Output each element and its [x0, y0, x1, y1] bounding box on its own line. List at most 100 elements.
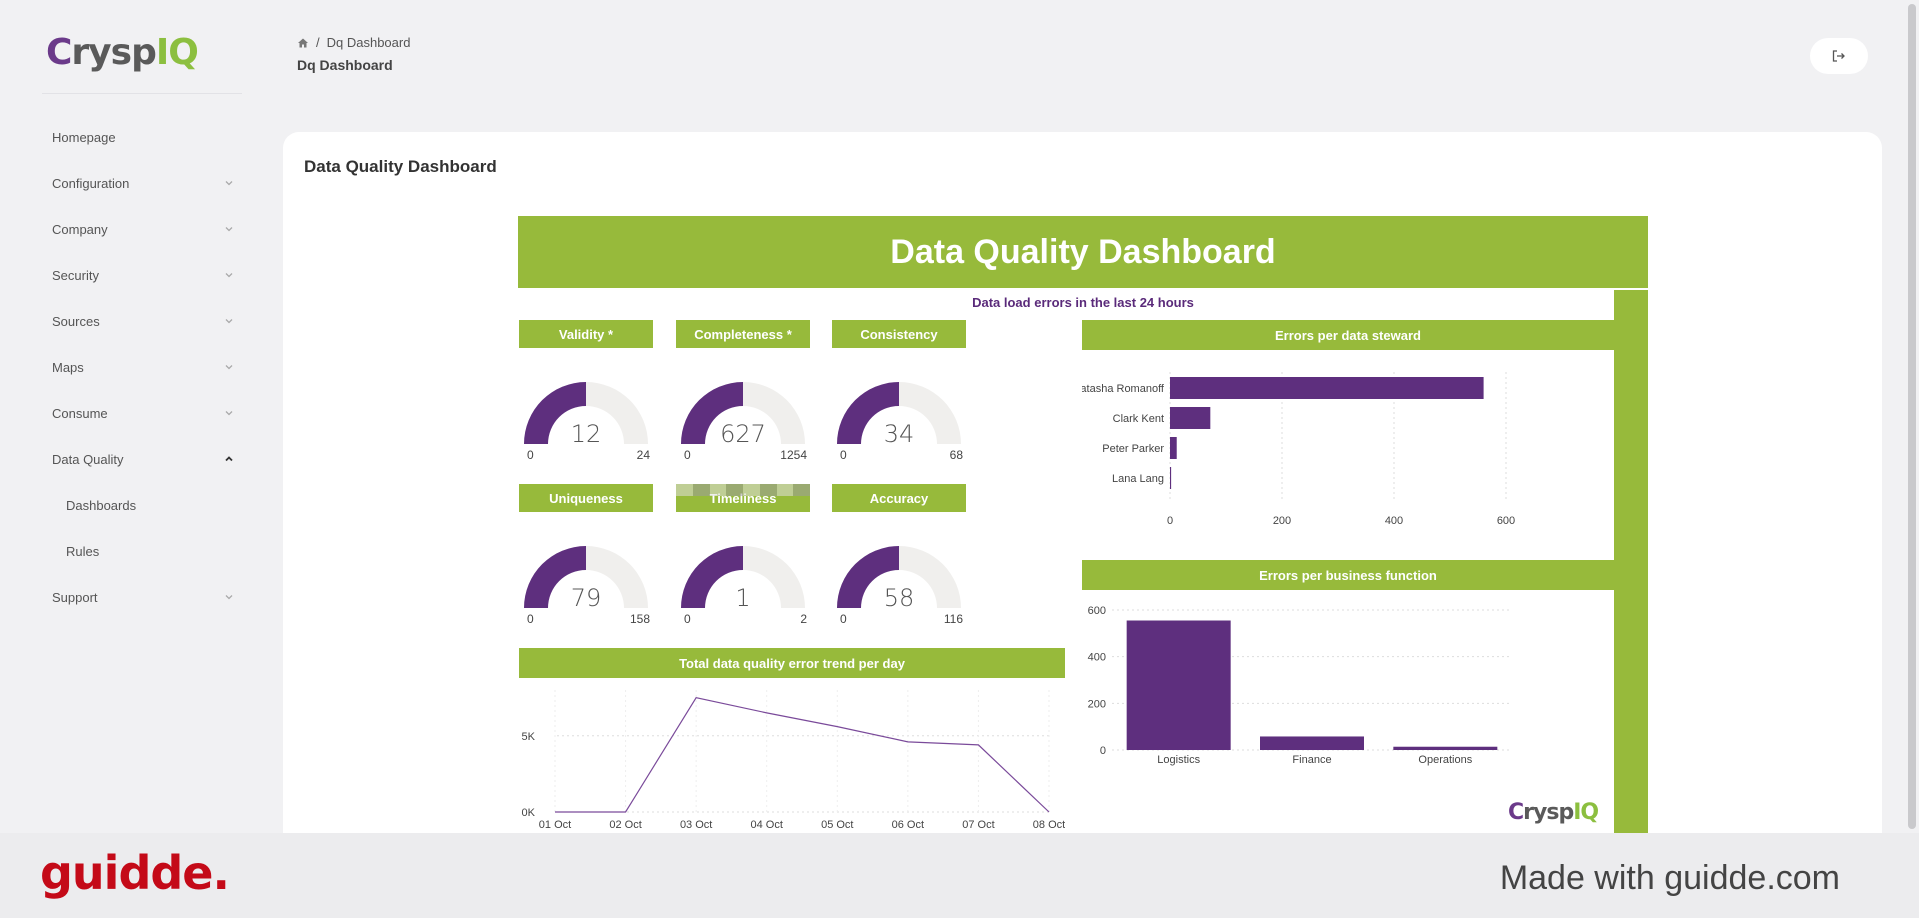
gauge-fill	[681, 546, 743, 608]
sidebar-item-maps[interactable]: Maps	[0, 344, 265, 390]
gauge-value: 1	[735, 584, 751, 612]
guidde-logo: guidde.	[40, 846, 230, 900]
gauge-tile-validity[interactable]: Validity * 12 0 24	[519, 320, 653, 480]
category-label: Peter Parker	[1102, 443, 1164, 455]
gauge-min: 0	[840, 448, 847, 462]
sidebar-item-label: Rules	[66, 543, 100, 559]
gauge-fill	[837, 382, 899, 444]
gauge-value: 58	[883, 584, 915, 612]
x-tick-label: 02 Oct	[609, 819, 641, 831]
gauge-fill	[524, 546, 586, 608]
chevron-down-icon	[225, 411, 233, 416]
sidebar-item-label: Maps	[52, 359, 84, 375]
sidebar-item-sources[interactable]: Sources	[0, 298, 265, 344]
gauge-arc	[524, 382, 648, 444]
gauge-min: 0	[527, 448, 534, 462]
x-tick-label: 01 Oct	[539, 819, 571, 831]
gauge-title: Uniqueness	[519, 484, 653, 512]
chevron-up-icon	[225, 456, 233, 462]
gauge-max: 1254	[780, 448, 807, 462]
chevron-down-icon	[225, 595, 233, 600]
sidebar-item-label: Support	[52, 589, 98, 605]
sidebar-item-label: Dashboards	[66, 497, 137, 513]
load-errors-label: Data load errors in the last 24 hours	[972, 295, 1194, 310]
sidebar-item-company[interactable]: Company	[0, 206, 265, 252]
gauge-tile-timeliness[interactable]: Timeliness 1 0 2	[676, 484, 810, 644]
y-tick-label: 0	[1100, 745, 1106, 757]
gauge-title: Consistency	[832, 320, 966, 348]
steward-chart-title: Errors per data steward	[1082, 320, 1614, 350]
sidebar-item-security[interactable]: Security	[0, 252, 265, 298]
gauge-tile-accuracy[interactable]: Accuracy 58 0 116	[832, 484, 966, 644]
gauge-max: 68	[949, 448, 963, 462]
x-tick-label: 03 Oct	[680, 819, 712, 831]
bar	[1170, 377, 1484, 399]
x-tick-label: 06 Oct	[892, 819, 924, 831]
chevron-down-icon	[225, 273, 233, 278]
gauge-arc	[681, 382, 805, 444]
bar	[1170, 407, 1211, 429]
logout-button[interactable]	[1810, 38, 1868, 74]
category-label: Logistics	[1157, 754, 1200, 766]
gauge-fill	[681, 382, 743, 444]
trend-chart-title: Total data quality error trend per day	[519, 648, 1065, 678]
x-tick-label: 600	[1497, 515, 1515, 527]
x-tick-label: 400	[1385, 515, 1403, 527]
gauge-fill	[524, 382, 586, 444]
x-tick-label: 200	[1273, 515, 1291, 527]
gauge-tile-completeness[interactable]: Completeness * 627 0 1254	[676, 320, 810, 480]
gauge-arc	[681, 546, 805, 608]
sidebar-item-configuration[interactable]: Configuration	[0, 160, 265, 206]
steward-bar-chart[interactable]: 0 200 400 600 Natasha Romanoff Clark Kent Pete…	[1082, 352, 1614, 556]
y-tick-label: 200	[1088, 698, 1106, 710]
gauge-tile-uniqueness[interactable]: Uniqueness 79 0 158	[519, 484, 653, 644]
gauge-value: 627	[720, 420, 766, 448]
sidebar-nav: Homepage Configuration Company Security Sour…	[0, 114, 265, 620]
gauge-min: 0	[527, 612, 534, 626]
gauge-max: 116	[943, 612, 963, 626]
x-tick-label: 0	[1167, 515, 1173, 527]
breadcrumb-current[interactable]: Dq Dashboard	[326, 35, 411, 50]
sidebar-item-label: Company	[52, 221, 108, 237]
gauge-title: Accuracy	[832, 484, 966, 512]
logout-icon	[1832, 50, 1845, 62]
trend-line-chart[interactable]: 0K 5K 01 Oct 02 Oct 03 Oct 04 Oct 05 Oct 06 Oct…	[519, 680, 1065, 833]
scrollbar-thumb[interactable]	[1908, 4, 1916, 829]
crispiq-logo[interactable]: CryspIQ	[46, 32, 199, 73]
chevron-down-icon	[225, 365, 233, 370]
breadcrumb-separator: /	[316, 35, 320, 50]
sidebar-item-label: Homepage	[52, 129, 116, 145]
y-tick-label: 0K	[522, 807, 536, 819]
gauge-title: Completeness *	[676, 320, 810, 348]
gauge-max: 158	[629, 612, 650, 626]
gauge-value: 12	[570, 420, 602, 448]
bar	[1260, 736, 1364, 750]
sidebar-item-label: Data Quality	[52, 451, 124, 467]
chevron-down-icon	[225, 227, 233, 232]
home-icon[interactable]	[297, 37, 309, 49]
gauge-value: 79	[570, 584, 602, 612]
gauge-arc	[837, 382, 961, 444]
page-scrollbar[interactable]	[1904, 0, 1919, 833]
gauge-max: 2	[800, 612, 807, 626]
sidebar-item-homepage[interactable]: Homepage	[0, 114, 265, 160]
powerbi-report[interactable]: Data Quality Dashboard Data load errors …	[518, 216, 1648, 833]
sidebar-item-rules[interactable]: Rules	[0, 528, 265, 574]
sidebar-item-data-quality[interactable]: Data Quality	[0, 436, 265, 482]
gauge-tile-consistency[interactable]: Consistency 34 0 68	[832, 320, 966, 480]
made-with-text: Made with guidde.com	[1499, 859, 1840, 897]
bar	[1126, 620, 1231, 750]
gauge-min: 0	[840, 612, 847, 626]
business-bar-chart[interactable]: 0 200 400 600 Logistics Finance Operations	[1082, 592, 1614, 772]
bar	[1170, 437, 1177, 459]
gauge-min: 0	[684, 448, 691, 462]
sidebar: CryspIQ Homepage Configuration Company Secu…	[0, 0, 265, 833]
gauge-value: 34	[883, 420, 915, 448]
gauge-arc	[524, 546, 648, 608]
sidebar-item-dashboards[interactable]: Dashboards	[0, 482, 265, 528]
x-tick-label: 04 Oct	[751, 819, 783, 831]
gauge-max: 24	[636, 448, 650, 462]
sidebar-item-consume[interactable]: Consume	[0, 390, 265, 436]
sidebar-item-support[interactable]: Support	[0, 574, 265, 620]
chevron-down-icon	[225, 319, 233, 324]
